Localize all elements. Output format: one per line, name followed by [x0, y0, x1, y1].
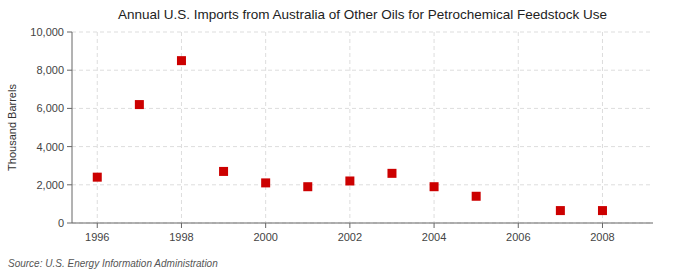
x-axis-line: [72, 223, 653, 224]
x-tick: [349, 223, 350, 228]
x-tick: [602, 223, 603, 228]
x-tick-label: 2004: [422, 231, 446, 243]
y-tick: [67, 184, 72, 185]
x-tick: [265, 223, 266, 228]
point: [219, 167, 228, 176]
y-tick: [67, 223, 72, 224]
x-tick-label: 1996: [85, 231, 109, 243]
y-tick-label: 6,000: [36, 102, 64, 114]
x-tick-label: 2006: [506, 231, 530, 243]
y-tick: [67, 146, 72, 147]
x-tick-label: 2002: [338, 231, 362, 243]
points: [93, 56, 607, 215]
x-tick: [181, 223, 182, 228]
point: [177, 56, 186, 65]
chart-svg: Annual U.S. Imports from Australia of Ot…: [0, 0, 675, 275]
y-tick: [67, 70, 72, 71]
point: [261, 178, 270, 187]
x-tick: [97, 223, 98, 228]
x-grid-line: [434, 32, 435, 223]
y-tick-label: 10,000: [30, 26, 64, 38]
y-tick: [67, 32, 72, 33]
y-grid-line: [72, 184, 653, 185]
y-tick-label: 2,000: [36, 179, 64, 191]
source-note: Source: U.S. Energy Information Administ…: [8, 258, 218, 269]
y-axis-line: [72, 32, 73, 223]
x-grid-line: [518, 32, 519, 223]
chart-container: Annual U.S. Imports from Australia of Ot…: [0, 0, 675, 275]
point: [556, 206, 565, 215]
y-grid-line: [72, 146, 653, 147]
point: [345, 176, 354, 185]
x-tick-label: 2008: [590, 231, 614, 243]
point: [472, 192, 481, 201]
y-grid-line: [72, 70, 653, 71]
y-tick: [67, 108, 72, 109]
x-tick-label: 1998: [169, 231, 193, 243]
y-tick-label: 0: [58, 217, 64, 229]
x-grid-line: [602, 32, 603, 223]
x-tick-label: 2000: [253, 231, 277, 243]
y-tick-label: 8,000: [36, 64, 64, 76]
x-grid-line: [349, 32, 350, 223]
x-tick: [518, 223, 519, 228]
y-tick-label: 4,000: [36, 141, 64, 153]
y-grid-line: [72, 223, 653, 224]
point: [93, 173, 102, 182]
title: Annual U.S. Imports from Australia of Ot…: [118, 7, 607, 22]
x-tick: [434, 223, 435, 228]
point: [303, 182, 312, 191]
y-axis-label: Thousand Barrels: [6, 84, 18, 171]
point: [387, 169, 396, 178]
y-grid-line: [72, 108, 653, 109]
x-grid-line: [97, 32, 98, 223]
point: [598, 206, 607, 215]
background: [0, 0, 675, 275]
grid: [72, 32, 653, 223]
x-grid-line: [265, 32, 266, 223]
point: [135, 100, 144, 109]
y-grid-line: [72, 32, 653, 33]
point: [430, 182, 439, 191]
